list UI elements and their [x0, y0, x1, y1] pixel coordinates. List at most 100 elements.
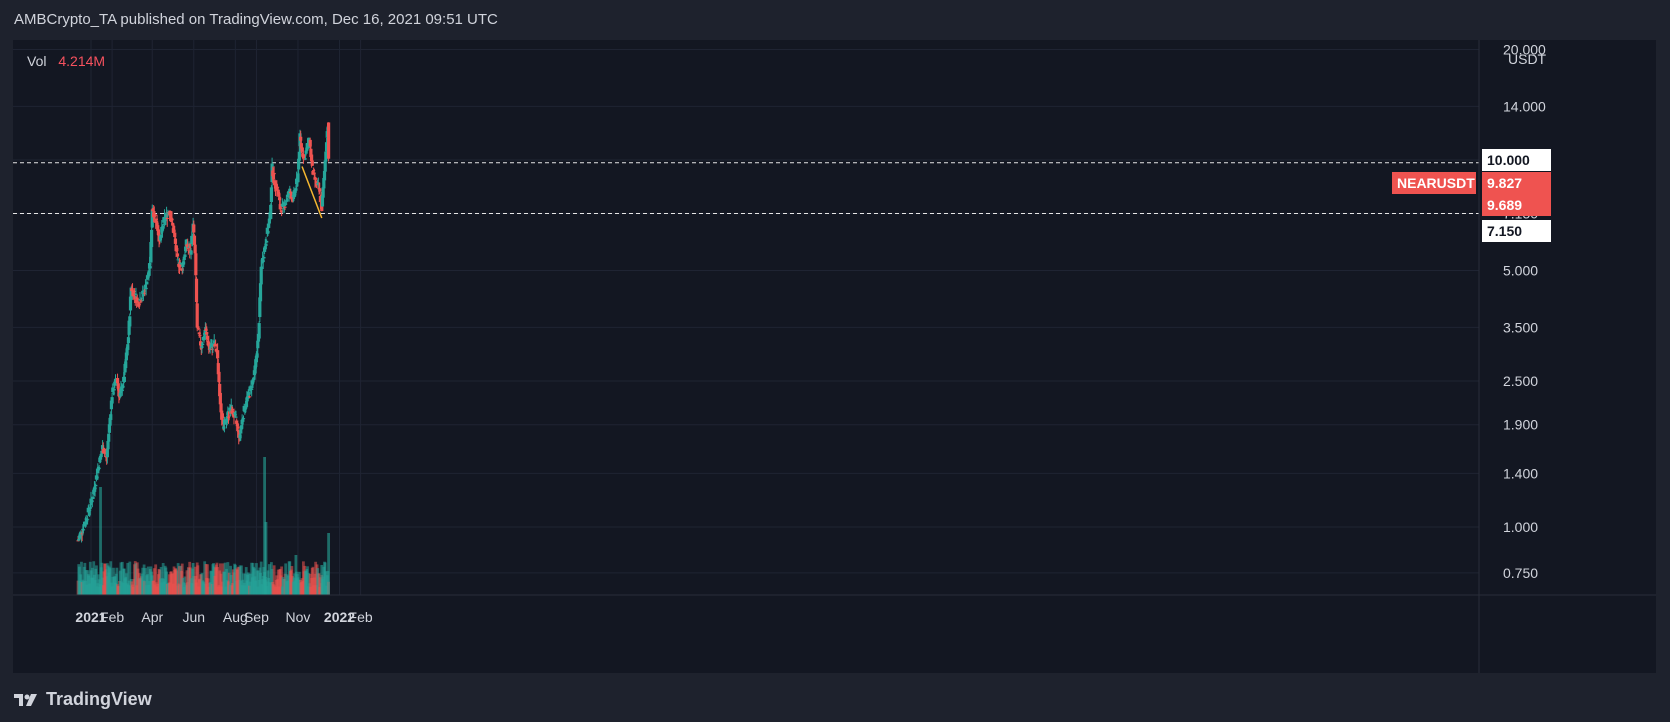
candle-body [248, 396, 252, 398]
candle-body [250, 381, 254, 385]
candle-body [111, 392, 116, 394]
candle-body [309, 154, 314, 162]
candle-body [196, 328, 201, 330]
candle-body [123, 363, 127, 373]
candle-body [200, 346, 204, 348]
candle-body [275, 187, 279, 191]
candle-body [207, 346, 212, 351]
price-tick-label: 1.900 [1503, 417, 1538, 433]
candle-body [293, 189, 297, 193]
time-tick-label: Aug [223, 609, 248, 625]
candle-body [205, 332, 209, 335]
candle-body [224, 423, 228, 425]
candle-body [179, 263, 183, 265]
candle-body [182, 256, 186, 261]
candle-body [274, 183, 278, 186]
candle-body [85, 520, 89, 522]
candle-body [245, 397, 249, 401]
candle-body [127, 320, 131, 335]
candle-body [252, 377, 256, 381]
candle-body [305, 147, 309, 151]
candle-body [239, 425, 244, 430]
candle-body [136, 299, 140, 301]
candle-body [141, 290, 145, 294]
candle-body [239, 429, 243, 434]
trendline [301, 166, 323, 219]
candle-body [223, 419, 227, 424]
candle-body [262, 256, 266, 259]
candle-body [97, 467, 101, 469]
candle-body [285, 199, 289, 201]
volume-bar [80, 561, 83, 595]
candle-body [258, 283, 263, 302]
candle-body [118, 392, 122, 397]
candle-body [198, 334, 202, 336]
candle-body [324, 142, 329, 152]
volume-bar [216, 567, 220, 595]
candle-body [233, 412, 237, 414]
candle-body [130, 288, 135, 290]
candle-body [307, 137, 311, 142]
candle-body [187, 246, 191, 248]
candle-body [98, 455, 103, 460]
volume-bar [259, 561, 263, 595]
candlestick-chart[interactable]: 20.000 14.000 10.000 7.150 5.000 3.500 2.500 1.… [13, 40, 1656, 673]
chart-panel[interactable]: 20.000 14.000 10.000 7.150 5.000 3.500 2.500 1.… [13, 40, 1656, 673]
candle-body [320, 195, 325, 207]
candle-body [140, 297, 144, 299]
candle-body [77, 535, 82, 539]
price-axis: 20.00014.00010.0007.1505.0003.5002.5001.… [1478, 40, 1547, 673]
candle-body [219, 403, 223, 413]
candle-body [269, 204, 273, 219]
candle-body [158, 236, 163, 241]
candle-body [228, 407, 232, 411]
candle-body [261, 260, 265, 262]
candle-body [103, 452, 107, 454]
candle-body [217, 371, 221, 382]
candle-body [194, 278, 199, 303]
candle-body [272, 172, 276, 175]
candle-body [256, 340, 260, 349]
candle-body [266, 230, 270, 234]
last-price-tag: 9.827 [1482, 172, 1551, 194]
candle-body [312, 170, 316, 172]
price-tick-label: 3.500 [1503, 319, 1538, 335]
candle-body [204, 328, 208, 331]
candle-body [129, 287, 133, 300]
volume-bars [76, 457, 330, 595]
candle-body [128, 316, 132, 327]
candle-body [108, 417, 112, 426]
candle-body [147, 263, 152, 269]
candle-body [207, 342, 211, 346]
candle-body [181, 262, 185, 268]
candle-body [168, 210, 172, 216]
candle-body [257, 323, 261, 339]
candle-body [106, 440, 110, 450]
candle-body [83, 523, 88, 525]
candle-body [91, 496, 95, 500]
volume-bar [154, 564, 158, 595]
candle-body [323, 160, 327, 172]
time-tick-label: 2022 [324, 609, 355, 625]
candle-body [231, 413, 235, 416]
candle-body [254, 359, 258, 367]
candle-body [139, 300, 143, 302]
candle-body [185, 244, 189, 247]
candle-body [299, 143, 303, 149]
volume-bar [126, 562, 130, 595]
candle-body [226, 417, 231, 419]
tradingview-logo-icon [14, 693, 37, 706]
candle-body [299, 136, 303, 141]
footer-bar [0, 680, 1670, 722]
candle-body [162, 216, 167, 220]
volume-bar [267, 564, 271, 595]
volume-bar [272, 565, 276, 595]
candle-body [128, 296, 133, 311]
candle-body [253, 365, 257, 374]
tradingview-logo[interactable]: TradingView [14, 689, 152, 710]
candle-body [249, 385, 253, 390]
candle-body [213, 344, 218, 346]
candle-body [175, 253, 180, 257]
candle-body [227, 415, 231, 417]
candle-body [192, 224, 196, 233]
